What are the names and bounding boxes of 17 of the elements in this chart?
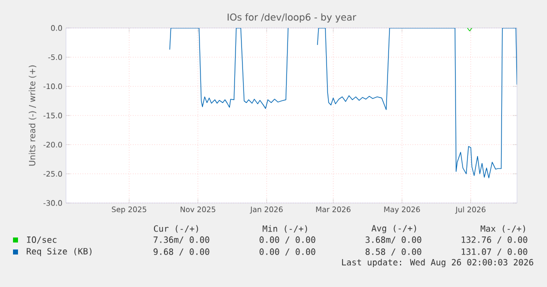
text: 131.07 / 0.00 xyxy=(462,248,528,256)
text: 8.58 / 0.00 xyxy=(366,248,422,256)
text: Max (-/+) xyxy=(480,225,526,233)
chart-title: IOs for /dev/loop6 - by year xyxy=(228,13,356,23)
legend-label: Req Size (KB) xyxy=(26,248,92,256)
text: Avg (-/+) xyxy=(372,224,416,234)
legend-label: IO/sec xyxy=(27,236,56,244)
y-axis-title: Units read (-) / write (+) xyxy=(28,65,36,166)
text: 0.00 / 0.00 xyxy=(260,236,316,244)
text: 132.76 / 0.00 xyxy=(462,236,528,244)
text: Min (-/+) xyxy=(262,225,308,233)
text: 7.36m/ 0.00 xyxy=(154,236,210,244)
text: Last update: Wed Aug 26 02:00:03 2026 xyxy=(342,258,534,268)
text: 3.68m/ 0.00 xyxy=(366,236,422,244)
text: Cur (-/+) xyxy=(154,225,198,233)
text: 9.68 / 0.00 xyxy=(154,248,210,256)
text: 0.00 / 0.00 xyxy=(260,248,316,256)
